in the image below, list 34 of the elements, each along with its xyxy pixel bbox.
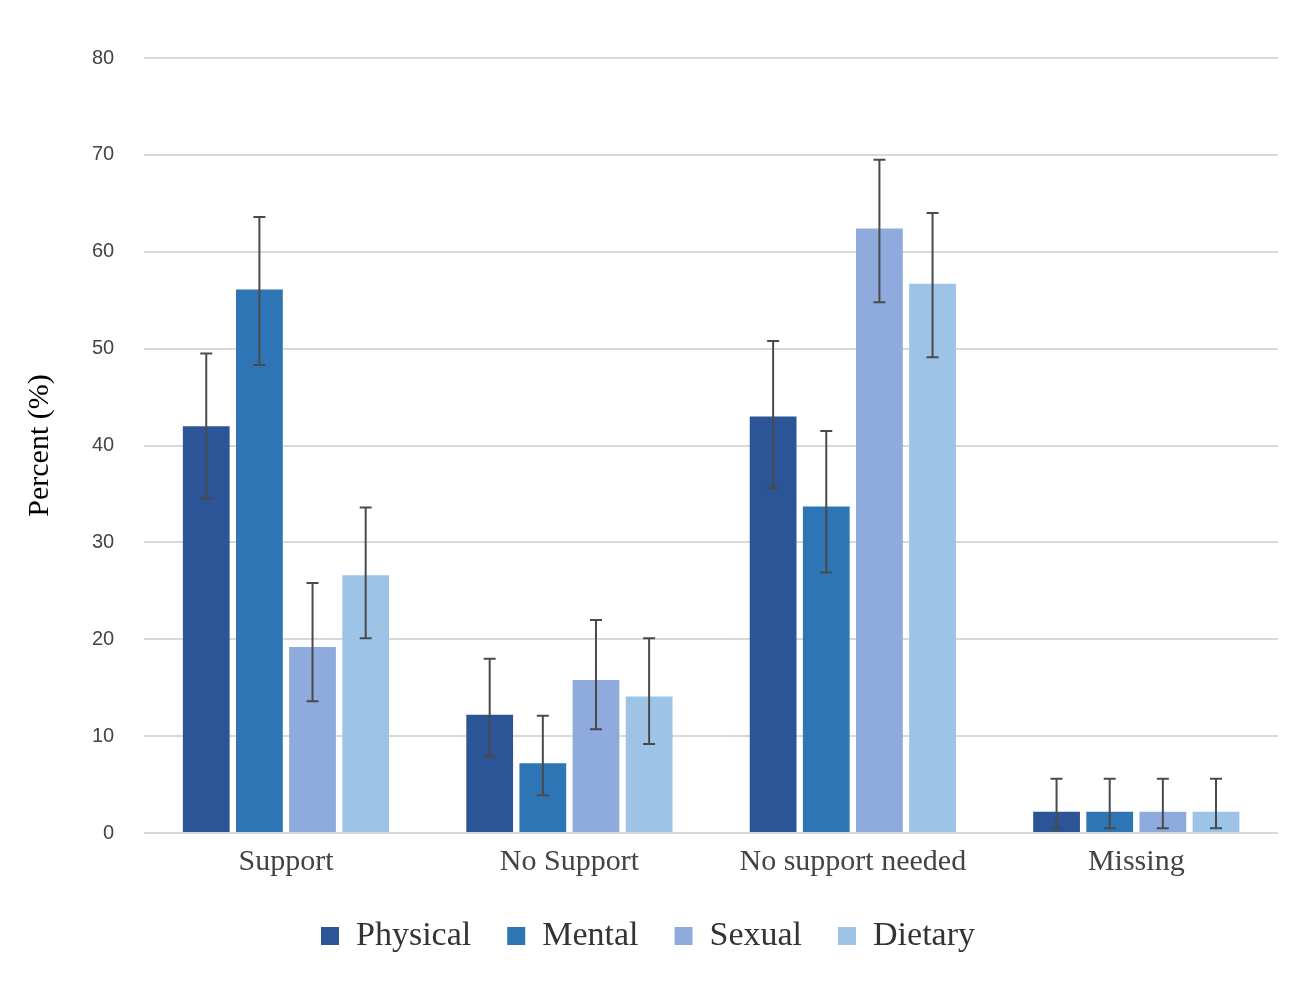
bar — [856, 228, 903, 832]
bar — [466, 714, 514, 832]
bar — [236, 289, 283, 832]
bar — [519, 763, 567, 832]
x-tick-label: Missing — [1087, 842, 1185, 876]
legend-label: Mental — [542, 914, 639, 952]
y-axis-title: Percent (%) — [20, 374, 55, 517]
bar — [802, 506, 850, 832]
bar — [289, 647, 336, 832]
y-tick-label: 40 — [92, 433, 115, 456]
x-tick-label: Support — [238, 842, 335, 876]
legend-label: Physical — [356, 914, 472, 952]
bar — [749, 416, 797, 832]
y-tick-label: 10 — [92, 723, 115, 746]
x-tick-label: No Support — [499, 842, 640, 876]
bar — [572, 679, 620, 832]
bar — [909, 283, 956, 832]
x-tick-label: No support needed — [739, 842, 967, 876]
bar — [1139, 811, 1187, 832]
y-tick-label: 0 — [103, 820, 115, 843]
y-tick-label: 20 — [92, 626, 115, 649]
y-tick-label: 80 — [92, 45, 115, 68]
y-tick-label: 50 — [92, 336, 115, 359]
bar — [1086, 811, 1134, 832]
y-tick-label: 70 — [92, 142, 115, 165]
bar — [625, 696, 673, 832]
bar — [1192, 811, 1240, 832]
bar — [342, 575, 390, 832]
y-tick-label: 30 — [92, 529, 115, 552]
y-tick-label: 60 — [92, 239, 115, 262]
bar — [1033, 811, 1080, 832]
legend-label: Dietary — [873, 914, 976, 952]
bar — [182, 426, 230, 832]
legend-label: Sexual — [709, 914, 803, 952]
